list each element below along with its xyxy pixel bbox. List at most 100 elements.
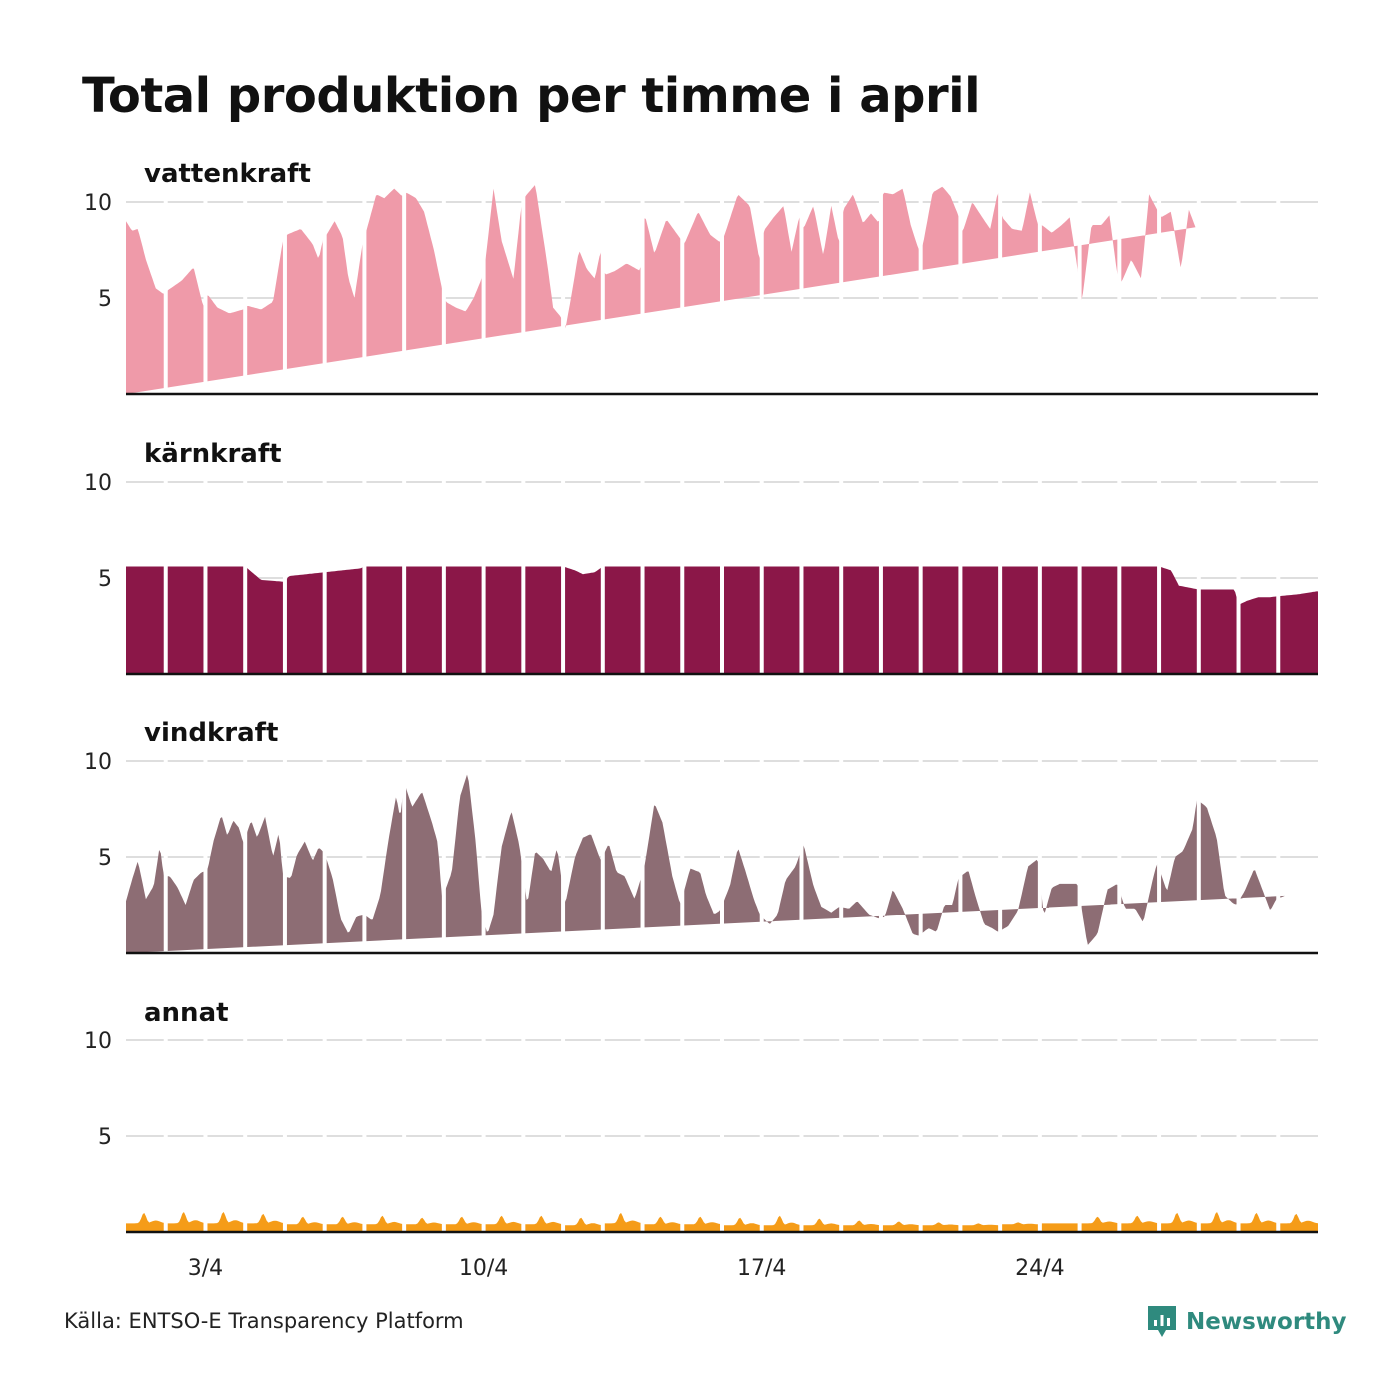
day-separator: [322, 462, 327, 674]
x-tick-label: 3/4: [188, 1256, 223, 1281]
day-separator: [362, 462, 367, 674]
day-separator: [1117, 182, 1122, 394]
day-separator: [839, 741, 844, 953]
day-separator: [759, 462, 764, 674]
day-separator: [561, 462, 566, 674]
day-separator: [203, 741, 208, 953]
day-separator: [640, 462, 645, 674]
day-separator: [680, 1020, 685, 1232]
day-separator: [878, 462, 883, 674]
day-separator: [441, 462, 446, 674]
day-separator: [839, 1020, 844, 1232]
day-separator: [1117, 1020, 1122, 1232]
panel-kärnkraft: 5 10 kärnkraft: [84, 439, 1318, 676]
day-separator: [759, 1020, 764, 1232]
day-separator: [1037, 741, 1042, 953]
area-vindkraft: [126, 774, 1285, 953]
day-separator: [243, 741, 248, 953]
day-separator: [1037, 1020, 1042, 1232]
day-separator: [958, 1020, 963, 1232]
day-separator: [720, 182, 724, 394]
day-separator: [163, 462, 168, 674]
day-separator: [799, 182, 804, 394]
day-separator: [878, 741, 883, 953]
day-separator: [282, 741, 287, 953]
day-separator: [720, 462, 724, 674]
source-note: Källa: ENTSO-E Transparency Platform: [64, 1309, 464, 1333]
panel-annat: 5 10 annat: [84, 998, 1318, 1234]
day-separator: [998, 1020, 1003, 1232]
newsworthy-logo-icon: [1148, 1306, 1176, 1337]
day-separator: [521, 1020, 526, 1232]
brand-logo: Newsworthy: [1146, 1302, 1347, 1342]
day-separator: [481, 741, 486, 953]
y-tick-label: 10: [84, 191, 112, 216]
day-separator: [402, 741, 407, 953]
day-separator: [1196, 1020, 1201, 1232]
day-separator: [481, 1020, 486, 1232]
area-annat: [126, 1212, 1318, 1232]
day-separator: [1077, 741, 1082, 953]
day-separator: [441, 1020, 446, 1232]
day-separator: [322, 741, 327, 953]
day-separator: [600, 182, 605, 394]
day-separator: [1077, 1020, 1082, 1232]
day-separator: [282, 1020, 287, 1232]
day-separator: [1077, 462, 1082, 674]
area-vattenkraft: [126, 185, 1196, 394]
day-separator: [1117, 462, 1122, 674]
day-separator: [362, 741, 367, 953]
day-separator: [402, 462, 407, 674]
y-tick-label: 5: [98, 567, 112, 592]
day-separator: [322, 1020, 327, 1232]
day-separator: [521, 182, 526, 394]
day-separator: [163, 741, 168, 953]
day-separator: [1236, 462, 1241, 674]
day-separator: [680, 462, 685, 674]
day-separator: [839, 462, 844, 674]
day-separator: [1157, 1020, 1162, 1232]
day-separator: [481, 462, 486, 674]
x-tick-label: 10/4: [459, 1256, 508, 1281]
day-separator: [640, 1020, 645, 1232]
y-tick-label: 10: [84, 1029, 112, 1054]
y-tick-label: 10: [84, 750, 112, 775]
day-separator: [799, 462, 804, 674]
day-separator: [1037, 182, 1042, 394]
panel-title: vattenkraft: [144, 159, 311, 189]
brand-name: Newsworthy: [1186, 1309, 1347, 1335]
panel-title: kärnkraft: [144, 439, 282, 469]
day-separator: [362, 1020, 367, 1232]
day-separator: [1077, 182, 1082, 394]
day-separator: [441, 741, 446, 953]
day-separator: [481, 182, 486, 394]
day-separator: [362, 182, 367, 394]
day-separator: [243, 462, 248, 674]
day-separator: [1157, 462, 1162, 674]
day-separator: [441, 182, 446, 394]
day-separator: [878, 182, 883, 394]
y-tick-label: 5: [98, 1125, 112, 1150]
day-separator: [759, 741, 764, 953]
day-separator: [1236, 741, 1241, 953]
day-separator: [561, 182, 566, 394]
day-separator: [1276, 462, 1281, 674]
day-separator: [998, 182, 1003, 394]
day-separator: [640, 741, 645, 953]
day-separator: [561, 741, 566, 953]
panel-title: annat: [144, 998, 229, 1028]
day-separator: [1236, 1020, 1241, 1232]
day-separator: [998, 462, 1003, 674]
panel-vindkraft: 5 10 vindkraft: [84, 718, 1318, 955]
day-separator: [1037, 462, 1042, 674]
x-tick-label: 24/4: [1015, 1256, 1064, 1281]
day-separator: [958, 462, 963, 674]
day-separator: [1117, 741, 1122, 953]
day-separator: [958, 741, 963, 953]
day-separator: [203, 1020, 208, 1232]
day-separator: [680, 182, 685, 394]
day-separator: [600, 741, 605, 953]
day-separator: [918, 182, 923, 394]
day-separator: [799, 1020, 804, 1232]
